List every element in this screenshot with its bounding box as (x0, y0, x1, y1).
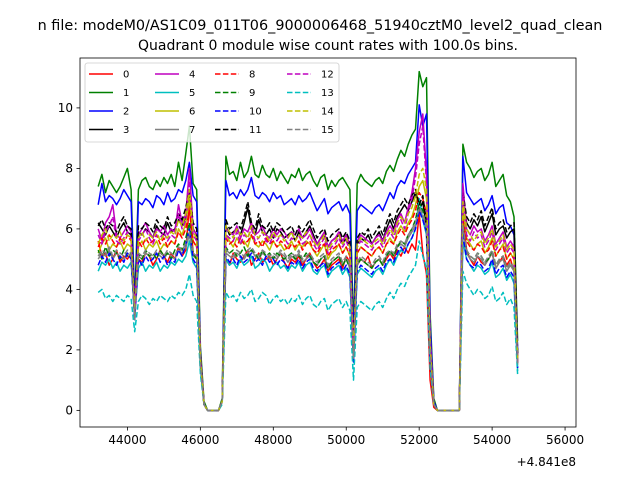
x-tick-label: 46000 (181, 433, 219, 447)
legend-item-10: 10 (215, 107, 262, 118)
legend-label: 0 (123, 70, 129, 81)
legend-label: 12 (321, 70, 334, 81)
series-line-7 (97, 209, 519, 412)
axes-frame (79, 57, 577, 428)
y-tick-label: 4 (65, 283, 73, 297)
legend-label: 4 (189, 70, 195, 81)
legend-item-7: 7 (155, 125, 195, 136)
series-line-12 (97, 125, 519, 412)
x-tick-label: 44000 (108, 433, 146, 447)
axis-ticks: 44000 46000 48000 50000 52000 54000 56000 0 2 4 6 8… (58, 101, 584, 447)
legend-item-6: 6 (155, 107, 195, 118)
y-tick-label: 0 (65, 404, 73, 418)
legend-item-14: 14 (287, 107, 334, 118)
chart-suptitle: n file: modeM0/AS1C09_011T06_9000006468_… (38, 18, 603, 34)
legend-label: 11 (249, 125, 262, 136)
x-tick-label: 48000 (254, 433, 292, 447)
legend-label: 2 (123, 107, 129, 118)
legend-item-5: 5 (155, 88, 195, 99)
legend-label: 8 (249, 70, 255, 81)
series-line-13 (97, 240, 519, 412)
y-tick-label: 10 (58, 101, 73, 115)
legend-item-13: 13 (287, 88, 334, 99)
legend-item-2: 2 (89, 107, 129, 118)
legend-item-4: 4 (155, 70, 195, 81)
x-tick-label: 54000 (473, 433, 511, 447)
legend-item-0: 0 (89, 70, 129, 81)
chart-title: Quadrant 0 module wise count rates with … (138, 38, 518, 54)
y-tick-label: 6 (65, 222, 73, 236)
x-tick-label: 56000 (546, 433, 584, 447)
series-line-6 (97, 179, 519, 412)
y-tick-label: 8 (65, 162, 73, 176)
series-line-4 (97, 113, 519, 412)
plot-area (97, 70, 519, 412)
x-tick-label: 50000 (327, 433, 365, 447)
x-offset-label: +4.841e8 (517, 455, 576, 469)
series-line-15 (97, 206, 519, 412)
legend-item-3: 3 (89, 125, 129, 136)
legend-item-8: 8 (215, 70, 255, 81)
legend-label: 1 (123, 88, 129, 99)
legend-label: 9 (249, 88, 255, 99)
legend-label: 7 (189, 125, 195, 136)
legend-item-11: 11 (215, 125, 262, 136)
legend-label: 14 (321, 107, 334, 118)
series-line-11 (97, 188, 519, 412)
legend-item-9: 9 (215, 88, 255, 99)
legend-label: 6 (189, 107, 195, 118)
series-line-3 (97, 191, 519, 412)
series-line-10 (97, 209, 519, 412)
legend-item-12: 12 (287, 70, 334, 81)
legend-label: 10 (249, 107, 262, 118)
legend-label: 5 (189, 88, 195, 99)
series-line-14 (97, 167, 519, 412)
x-tick-label: 52000 (400, 433, 438, 447)
series-line-8 (97, 191, 519, 412)
y-tick-label: 2 (65, 343, 73, 357)
legend-item-1: 1 (89, 88, 129, 99)
legend-item-15: 15 (287, 125, 334, 136)
legend-label: 3 (123, 125, 129, 136)
legend-frame (84, 62, 340, 143)
legend-label: 13 (321, 88, 334, 99)
legend-label: 15 (321, 125, 334, 136)
